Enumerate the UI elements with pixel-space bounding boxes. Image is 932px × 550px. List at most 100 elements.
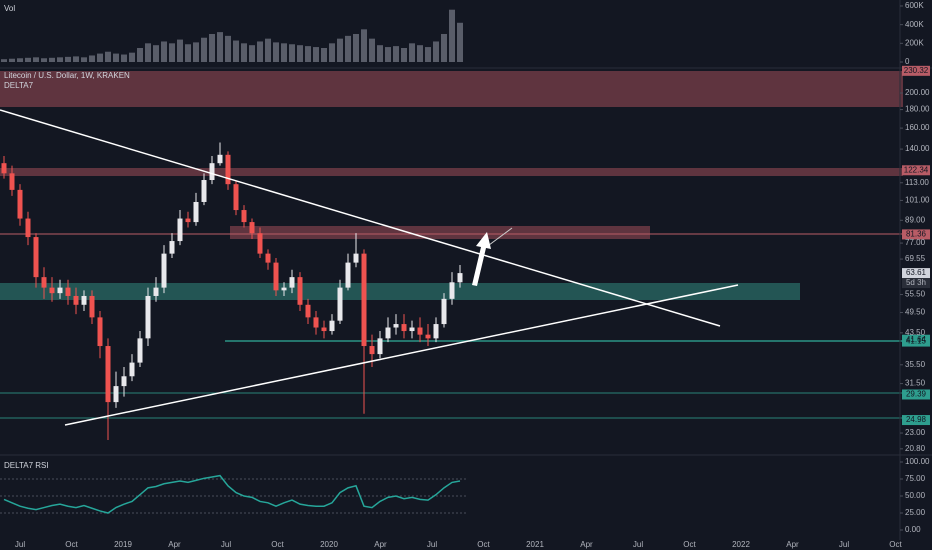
candle-body: [121, 376, 127, 387]
y-tick-label: 69.55: [905, 254, 926, 263]
y-tick-label: 100.00: [905, 457, 930, 466]
candle-body: [25, 218, 31, 238]
price-tag-label: 29.39: [906, 390, 927, 399]
price-tag: [902, 389, 930, 400]
price-tag: [902, 165, 930, 176]
candle-body: [337, 287, 343, 321]
candle-body: [73, 295, 79, 305]
candle-body: [9, 173, 15, 190]
volume-bar: [33, 57, 39, 62]
candle-body: [321, 327, 327, 332]
volume-label: Vol: [4, 4, 15, 13]
y-tick-label: 75.00: [905, 474, 926, 483]
y-tick-label: 55.50: [905, 290, 926, 299]
trend-line: [64, 284, 739, 426]
y-tick-label: 113.00: [905, 178, 929, 187]
y-tick-label: 25.00: [905, 508, 926, 517]
candle-body: [457, 273, 463, 283]
rsi-label: DELTA7 RSI: [4, 461, 49, 470]
y-tick-label: 200K: [905, 38, 924, 47]
x-tick-label: Jul: [839, 540, 849, 549]
x-tick-label: Oct: [477, 540, 490, 549]
candle-body: [145, 295, 151, 339]
volume-bar: [201, 37, 207, 62]
price-tag-label: 41.15: [906, 337, 927, 346]
candle-body: [329, 320, 335, 332]
arrow: [472, 232, 491, 286]
x-tick-label: Jul: [633, 540, 643, 549]
price-tag: [902, 415, 930, 426]
volume-bar: [113, 53, 119, 62]
volume-bar: [81, 57, 87, 62]
volume-bar: [121, 54, 127, 62]
candle-body: [65, 287, 71, 296]
candle-body: [201, 180, 207, 202]
x-tick-label: Jul: [221, 540, 231, 549]
y-tick-label: 50.00: [905, 491, 926, 500]
x-tick-label: Jul: [427, 540, 437, 549]
volume-bar: [345, 35, 351, 62]
x-tick-label: 2022: [732, 540, 750, 549]
price-tag: [902, 268, 930, 279]
candle-body: [185, 218, 191, 223]
x-tick-label: 2019: [114, 540, 132, 549]
price-tag-label: 230.32: [904, 66, 929, 75]
price-tag: [902, 65, 930, 76]
volume-bar: [41, 58, 47, 62]
volume-bar: [97, 53, 103, 62]
candle-body: [305, 304, 311, 318]
volume-bar: [417, 45, 423, 62]
indicator-label: DELTA7: [4, 81, 34, 90]
volume-bar: [321, 47, 327, 62]
y-tick-label: 600K: [905, 1, 924, 10]
volume-bar: [377, 45, 383, 62]
candle-body: [369, 346, 375, 355]
x-tick-label: Apr: [374, 540, 387, 549]
x-tick-label: Apr: [168, 540, 181, 549]
volume-bar: [169, 43, 175, 62]
volume-bar: [361, 29, 367, 63]
candle-body: [153, 287, 159, 296]
candle-body: [401, 324, 407, 332]
volume-bar: [313, 47, 319, 62]
x-tick-label: Jul: [15, 540, 25, 549]
candle-body: [265, 253, 271, 263]
candle-body: [209, 163, 215, 181]
candle-body: [433, 324, 439, 339]
volume-bar: [257, 41, 263, 62]
volume-bar: [49, 57, 55, 62]
candle-body: [233, 184, 239, 211]
trend-line: [0, 109, 721, 327]
y-tick-label: 0.00: [905, 525, 921, 534]
candle-body: [81, 295, 87, 305]
volume-bar: [289, 44, 295, 62]
candle-body: [225, 154, 231, 185]
candle-body: [169, 241, 175, 254]
countdown-box: [902, 278, 930, 289]
candle-body: [33, 237, 39, 278]
candle-body: [297, 277, 303, 305]
volume-bar: [25, 57, 31, 62]
volume-bar: [305, 46, 311, 62]
candle-body: [449, 282, 455, 299]
x-tick-label: Apr: [786, 540, 799, 549]
volume-bar: [57, 57, 63, 62]
volume-bar: [241, 43, 247, 62]
volume-bar: [249, 45, 255, 62]
price-tag-label: 63.61: [906, 268, 927, 277]
volume-bar: [225, 35, 231, 62]
volume-bar: [185, 44, 191, 62]
candle-body: [105, 346, 111, 403]
price-tag: [902, 229, 930, 240]
y-tick-label: 160.00: [905, 123, 930, 132]
volume-bar: [265, 38, 271, 62]
marks: [0, 9, 930, 514]
candle-body: [17, 189, 23, 219]
volume-bar: [273, 42, 279, 62]
x-tick-label: 2021: [526, 540, 544, 549]
candle-body: [313, 317, 319, 328]
x-tick-label: Apr: [580, 540, 593, 549]
price-tag-label: 122.34: [904, 165, 929, 174]
y-tick-label: 77.00: [905, 238, 926, 247]
